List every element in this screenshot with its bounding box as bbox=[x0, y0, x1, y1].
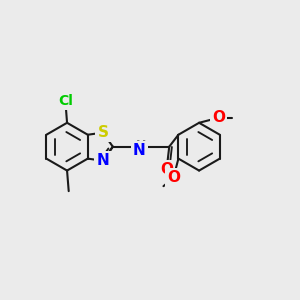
Text: N: N bbox=[133, 143, 146, 158]
Text: O: O bbox=[212, 110, 225, 125]
Text: N: N bbox=[97, 153, 109, 168]
Text: H: H bbox=[136, 139, 146, 152]
Text: Cl: Cl bbox=[58, 94, 73, 108]
Text: O: O bbox=[167, 170, 180, 185]
Text: O: O bbox=[160, 162, 173, 177]
Text: S: S bbox=[98, 125, 108, 140]
